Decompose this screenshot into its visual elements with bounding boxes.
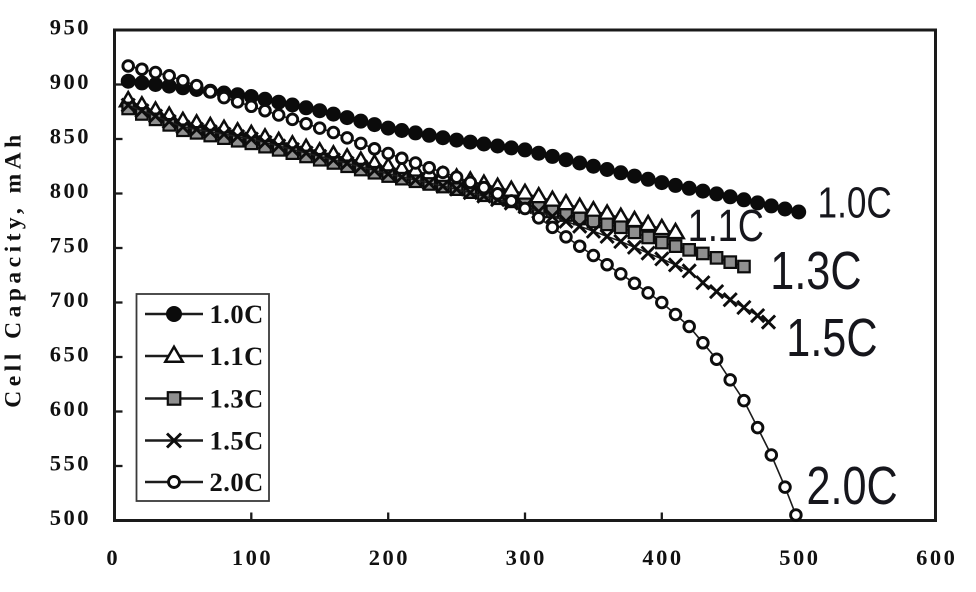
- svg-text:550: 550: [50, 451, 91, 476]
- svg-text:950: 950: [50, 15, 91, 40]
- svg-text:100: 100: [232, 545, 273, 570]
- svg-text:500: 500: [50, 505, 91, 530]
- svg-text:600: 600: [50, 396, 91, 421]
- svg-text:850: 850: [50, 124, 91, 149]
- svg-text:1.5C: 1.5C: [786, 309, 877, 369]
- svg-text:400: 400: [642, 545, 683, 570]
- svg-text:750: 750: [50, 233, 91, 258]
- svg-text:1.3C: 1.3C: [210, 384, 264, 414]
- svg-text:1.3C: 1.3C: [770, 241, 861, 301]
- svg-text:900: 900: [50, 69, 91, 94]
- svg-text:0: 0: [106, 545, 120, 570]
- svg-text:500: 500: [779, 545, 820, 570]
- svg-text:Cell Capacity, mAh: Cell Capacity, mAh: [1, 130, 27, 407]
- svg-text:1.0C: 1.0C: [818, 179, 892, 228]
- svg-text:1.1C: 1.1C: [688, 200, 764, 251]
- svg-text:2.0C: 2.0C: [210, 467, 264, 497]
- svg-text:2.0C: 2.0C: [807, 456, 898, 516]
- svg-text:200: 200: [369, 545, 410, 570]
- svg-text:300: 300: [506, 545, 547, 570]
- svg-text:1.5C: 1.5C: [210, 426, 264, 456]
- svg-text:650: 650: [50, 342, 91, 367]
- svg-text:1.0C: 1.0C: [210, 299, 264, 329]
- svg-text:700: 700: [50, 287, 91, 312]
- svg-text:800: 800: [50, 178, 91, 203]
- svg-text:1.1C: 1.1C: [210, 341, 264, 371]
- svg-text:600: 600: [916, 545, 957, 570]
